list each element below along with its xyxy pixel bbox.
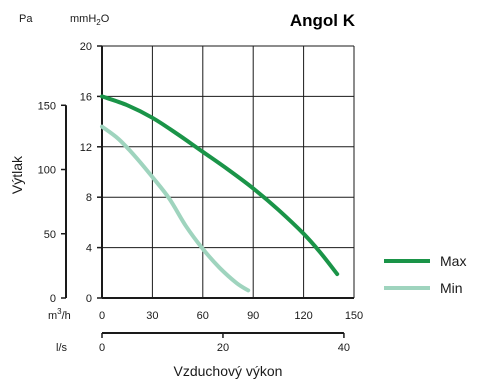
plot-grid <box>102 45 355 298</box>
x-axis-label: Vzduchový výkon <box>174 363 283 379</box>
legend-label-max: Max <box>440 253 466 269</box>
x-tick-label-ls-20: 20 <box>217 342 229 354</box>
legend-label-min: Min <box>440 280 463 296</box>
x-unit-m3h-base: m <box>48 310 57 322</box>
plot-axes <box>61 45 354 338</box>
chart-title: Angol K <box>290 11 356 30</box>
x-tick-label-m3h-30: 30 <box>146 310 158 322</box>
x-tick-label-ls-40: 40 <box>338 342 350 354</box>
y-unit-mmh2o-sub: 2 <box>96 18 101 27</box>
series-line-max <box>100 94 340 277</box>
x-tick-label-m3h-150: 150 <box>345 310 363 322</box>
y-tick-label-pa-0: 0 <box>50 293 56 305</box>
x-tick-label-m3h-0: 0 <box>99 310 105 322</box>
x-tick-label-ls-0: 0 <box>99 342 105 354</box>
y-axis-label: Výtlak <box>9 155 25 194</box>
x-unit-m3h-sup: 3 <box>57 307 62 316</box>
y-tick-label-mmh2o-0: 0 <box>86 293 92 305</box>
y-unit-mmh2o-tail: O <box>101 13 110 25</box>
data-series <box>100 94 340 293</box>
y-tick-label-mmh2o-8: 8 <box>86 192 92 204</box>
y-tick-label-mmh2o-12: 12 <box>80 142 92 154</box>
y-tick-label-mmh2o-4: 4 <box>86 243 92 255</box>
y-tick-label-mmh2o-20: 20 <box>80 41 92 53</box>
legend: Max Min <box>384 253 466 296</box>
y-tick-label-mmh2o-16: 16 <box>80 91 92 103</box>
y-tick-label-pa-100: 100 <box>38 165 56 177</box>
y-unit-mmh2o: mmH2O <box>70 13 110 27</box>
x-tick-label-m3h-60: 60 <box>197 310 209 322</box>
x-tick-label-m3h-90: 90 <box>247 310 259 322</box>
y-unit-mmh2o-base: mmH <box>70 13 96 25</box>
x-tick-label-m3h-120: 120 <box>294 310 312 322</box>
y-tick-label-pa-150: 150 <box>38 100 56 112</box>
tick-labels: 0 50 100 150 0 4 8 12 16 20 0 30 60 90 120 150 0 20 40 <box>38 41 364 354</box>
y-tick-label-pa-50: 50 <box>44 229 56 241</box>
series-line-min <box>100 124 251 293</box>
x-unit-m3h: m3/h <box>48 307 71 322</box>
x-unit-m3h-tail: /h <box>62 310 71 322</box>
x-unit-ls: l/s <box>56 342 68 354</box>
y-unit-pa: Pa <box>19 13 33 25</box>
